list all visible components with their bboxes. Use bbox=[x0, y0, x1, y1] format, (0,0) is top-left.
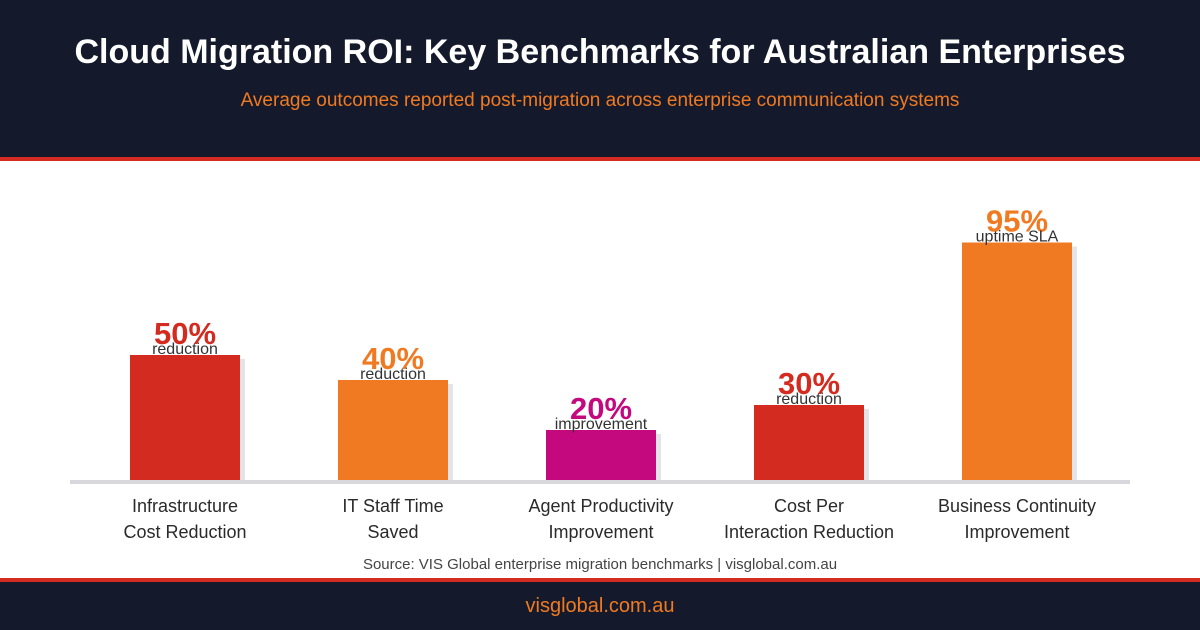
bar-value-label: 95% bbox=[986, 204, 1048, 239]
bar-value-label: 50% bbox=[154, 316, 216, 351]
chart-subtitle: Average outcomes reported post-migration… bbox=[240, 90, 960, 111]
category-label: Improvement bbox=[548, 522, 653, 542]
category-label: Improvement bbox=[964, 522, 1069, 542]
bar-unit-label: reduction bbox=[152, 341, 218, 358]
category-label: Agent Productivity bbox=[528, 496, 673, 516]
category-label: Cost Reduction bbox=[123, 522, 246, 542]
bar-unit-label: uptime SLA bbox=[976, 229, 1059, 246]
bar bbox=[962, 242, 1072, 480]
category-label: IT Staff Time bbox=[342, 496, 443, 516]
header-band bbox=[0, 0, 1200, 157]
bar-unit-label: improvement bbox=[555, 416, 648, 433]
bar bbox=[130, 355, 240, 480]
bar-value-label: 30% bbox=[778, 366, 840, 401]
footer-band: visglobal.com.au bbox=[0, 582, 1200, 630]
bar bbox=[754, 405, 864, 480]
bar-unit-label: reduction bbox=[360, 366, 426, 383]
category-label: Interaction Reduction bbox=[724, 522, 894, 542]
chart-title: Cloud Migration ROI: Key Benchmarks for … bbox=[74, 33, 1126, 71]
x-axis-baseline bbox=[70, 480, 1130, 484]
category-label: Cost Per bbox=[774, 496, 844, 516]
header-divider bbox=[0, 157, 1200, 161]
bar-unit-label: reduction bbox=[776, 391, 842, 408]
bar-value-label: 20% bbox=[570, 391, 632, 426]
category-label: Saved bbox=[367, 522, 418, 542]
category-label: Business Continuity bbox=[938, 496, 1096, 516]
bar bbox=[338, 380, 448, 480]
bar bbox=[546, 430, 656, 480]
source-note: Source: VIS Global enterprise migration … bbox=[362, 556, 838, 573]
bar-value-label: 40% bbox=[362, 341, 424, 376]
category-label: Infrastructure bbox=[132, 496, 238, 516]
footer-divider bbox=[0, 578, 1200, 582]
footer-link[interactable]: visglobal.com.au bbox=[525, 595, 675, 617]
